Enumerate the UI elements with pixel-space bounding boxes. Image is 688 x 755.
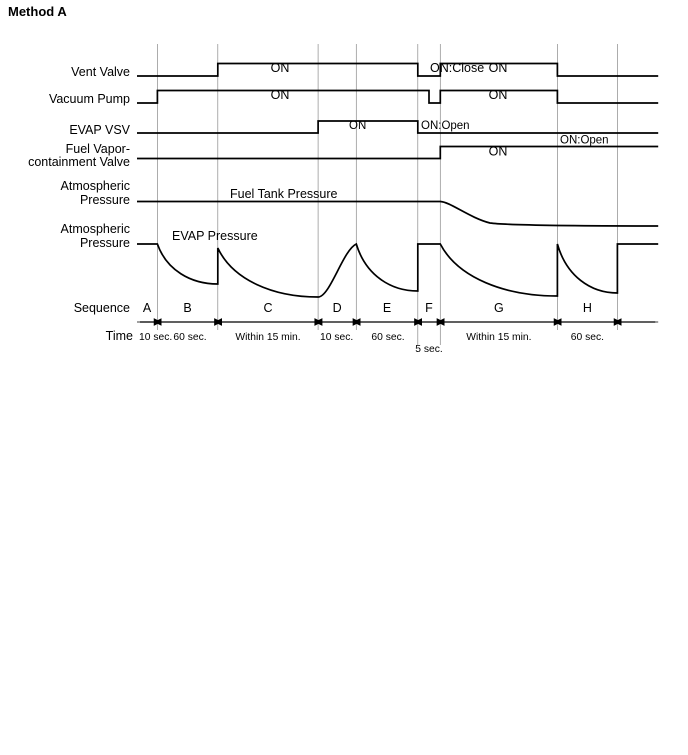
svg-text:ON:Open: ON:Open bbox=[421, 120, 470, 132]
svg-text:containment Valve: containment Valve bbox=[28, 155, 130, 169]
svg-text:10 sec.: 10 sec. bbox=[139, 332, 172, 343]
svg-text:D: D bbox=[333, 301, 342, 315]
svg-text:Method A: Method A bbox=[8, 4, 67, 19]
svg-text:ON: ON bbox=[271, 88, 290, 102]
svg-text:5 sec.: 5 sec. bbox=[415, 344, 442, 355]
svg-text:10 sec.: 10 sec. bbox=[320, 332, 353, 343]
svg-text:ON: ON bbox=[489, 88, 508, 102]
svg-text:A: A bbox=[143, 301, 152, 315]
svg-text:ON: ON bbox=[271, 61, 290, 75]
svg-text:Fuel Tank Pressure: Fuel Tank Pressure bbox=[230, 187, 338, 201]
svg-text:ON: ON bbox=[349, 120, 366, 132]
svg-text:EVAP VSV: EVAP VSV bbox=[69, 123, 130, 137]
svg-text:Atmospheric: Atmospheric bbox=[61, 179, 130, 193]
svg-text:C: C bbox=[263, 301, 272, 315]
svg-text:G: G bbox=[494, 301, 504, 315]
svg-text:Vent Valve: Vent Valve bbox=[71, 65, 130, 79]
svg-text:B: B bbox=[183, 301, 191, 315]
svg-text:60 sec.: 60 sec. bbox=[371, 332, 404, 343]
svg-text:E: E bbox=[383, 301, 391, 315]
svg-text:Fuel Vapor-: Fuel Vapor- bbox=[66, 142, 130, 156]
svg-text:ON: ON bbox=[489, 61, 508, 75]
svg-text:Pressure: Pressure bbox=[80, 236, 130, 250]
svg-text:Within 15 min.: Within 15 min. bbox=[466, 332, 531, 343]
svg-text:60 sec.: 60 sec. bbox=[173, 332, 206, 343]
svg-text:ON:Open: ON:Open bbox=[560, 135, 609, 147]
svg-text:60 sec.: 60 sec. bbox=[571, 332, 604, 343]
svg-text:ON:Close: ON:Close bbox=[430, 61, 484, 75]
svg-text:H: H bbox=[583, 301, 592, 315]
svg-text:Vacuum Pump: Vacuum Pump bbox=[49, 92, 130, 106]
svg-text:F: F bbox=[425, 301, 433, 315]
svg-text:Time: Time bbox=[106, 329, 133, 343]
svg-text:Atmospheric: Atmospheric bbox=[61, 222, 130, 236]
svg-text:Sequence: Sequence bbox=[74, 301, 130, 315]
svg-text:ON: ON bbox=[489, 145, 508, 159]
svg-text:Pressure: Pressure bbox=[80, 193, 130, 207]
svg-text:EVAP Pressure: EVAP Pressure bbox=[172, 229, 258, 243]
svg-text:Within 15 min.: Within 15 min. bbox=[235, 332, 300, 343]
